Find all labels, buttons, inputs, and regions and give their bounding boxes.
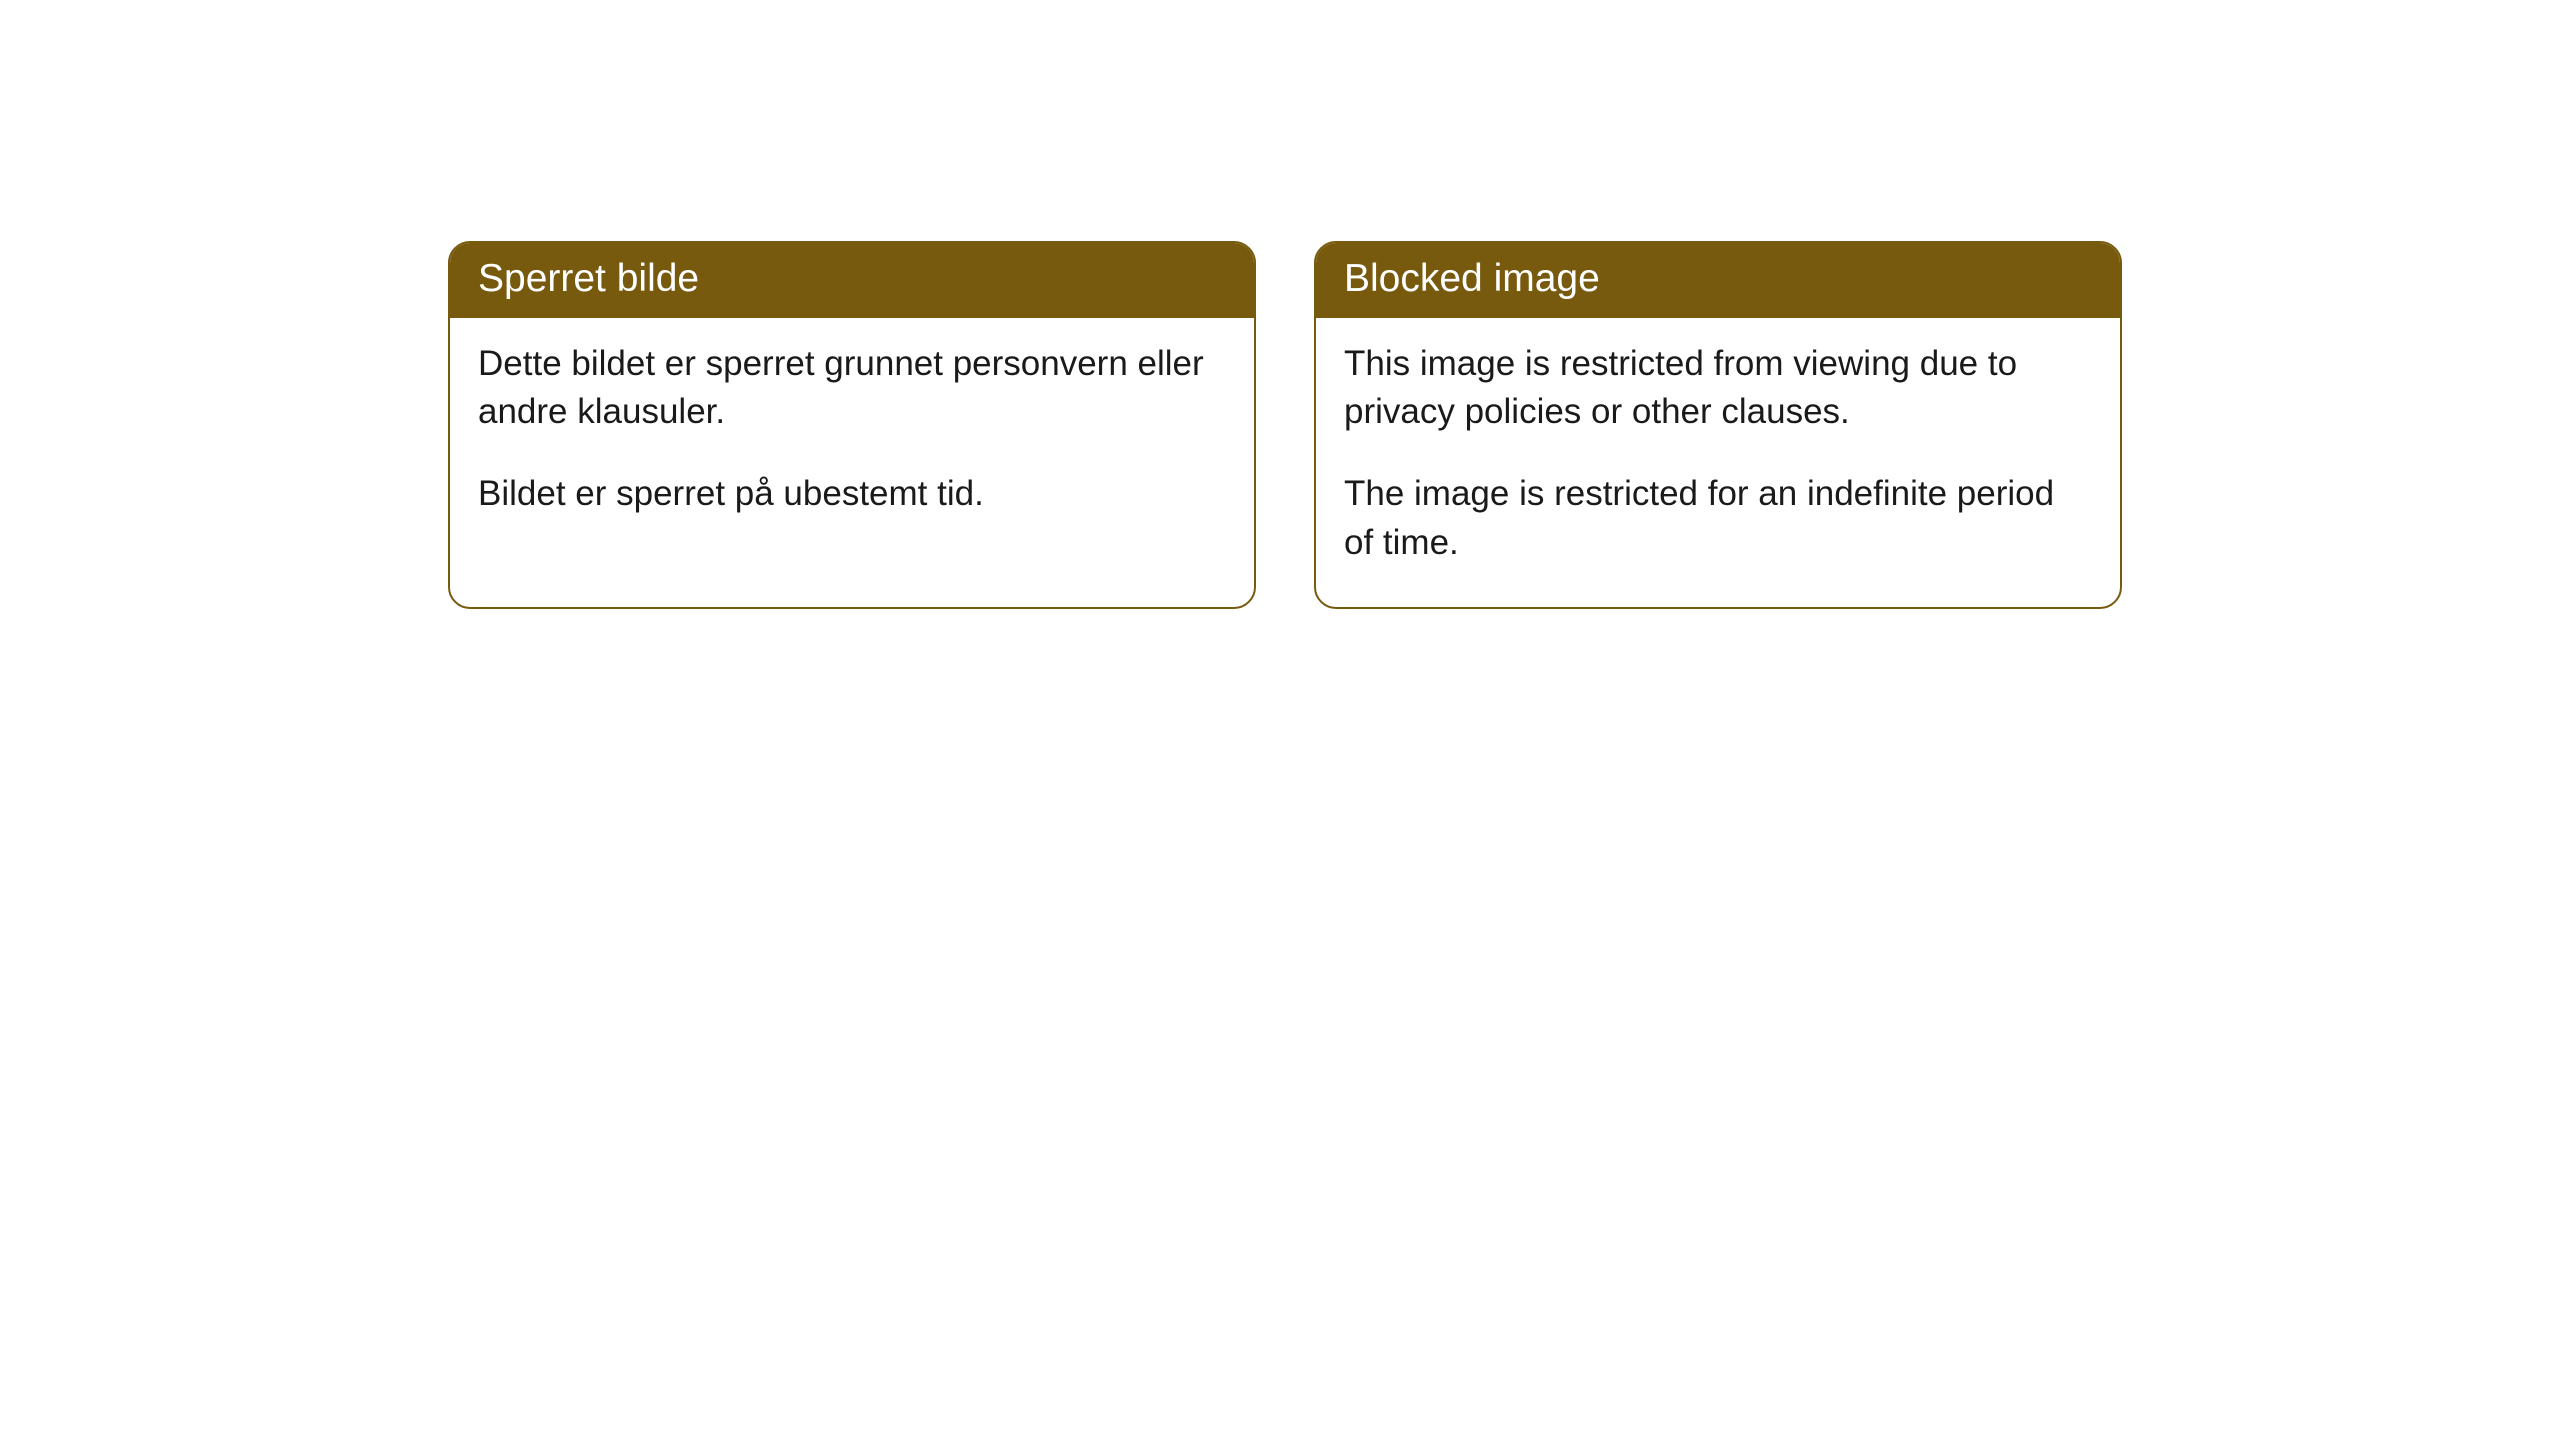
card-body: Dette bildet er sperret grunnet personve… — [450, 318, 1254, 559]
card-body: This image is restricted from viewing du… — [1316, 318, 2120, 607]
card-paragraph: The image is restricted for an indefinit… — [1344, 470, 2092, 567]
card-paragraph: Dette bildet er sperret grunnet personve… — [478, 340, 1226, 437]
card-header: Sperret bilde — [450, 243, 1254, 318]
card-header: Blocked image — [1316, 243, 2120, 318]
notice-cards-container: Sperret bilde Dette bildet er sperret gr… — [0, 0, 2560, 609]
card-paragraph: Bildet er sperret på ubestemt tid. — [478, 470, 1226, 518]
card-paragraph: This image is restricted from viewing du… — [1344, 340, 2092, 437]
blocked-image-card-no: Sperret bilde Dette bildet er sperret gr… — [448, 241, 1256, 609]
blocked-image-card-en: Blocked image This image is restricted f… — [1314, 241, 2122, 609]
